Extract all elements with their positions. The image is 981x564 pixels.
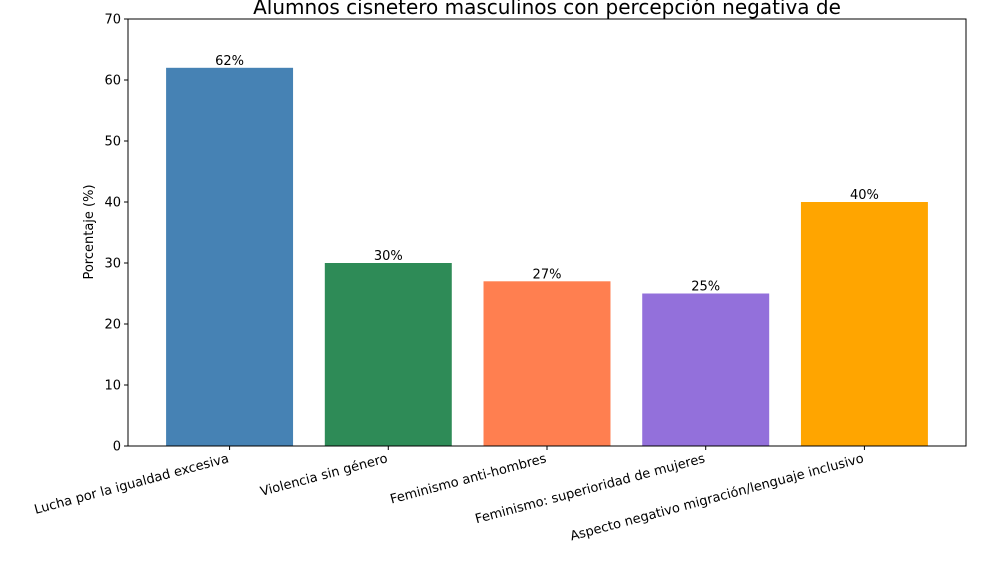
data-label: 27% xyxy=(533,267,562,282)
data-label: 40% xyxy=(850,188,879,203)
y-tick-label: 70 xyxy=(104,13,121,28)
bar xyxy=(800,202,928,446)
plot-frame xyxy=(127,18,967,447)
x-tick-label: Violencia sin género xyxy=(259,451,390,499)
x-tick-label: Aspecto negativo migración/lenguaje incl… xyxy=(569,451,866,544)
bar xyxy=(642,293,770,446)
y-tick-label: 50 xyxy=(104,135,121,150)
data-label: 62% xyxy=(215,54,244,69)
x-tick-label: Lucha por la igualdad excesiva xyxy=(33,451,231,517)
bar xyxy=(324,263,452,446)
bar xyxy=(483,281,611,446)
bar xyxy=(166,67,294,447)
y-tick-label: 0 xyxy=(113,440,121,455)
y-tick-label: 10 xyxy=(104,379,121,394)
data-label: 25% xyxy=(691,280,720,295)
y-tick-label: 20 xyxy=(104,318,121,333)
y-tick-label: 60 xyxy=(104,74,121,89)
y-axis-label: Porcentaje (%) xyxy=(82,184,97,279)
y-tick-label: 40 xyxy=(104,196,121,211)
chart-title: Alumnos cisnetero masculinos con percepc… xyxy=(253,0,841,19)
data-label: 30% xyxy=(374,249,403,264)
y-tick-label: 30 xyxy=(104,257,121,272)
